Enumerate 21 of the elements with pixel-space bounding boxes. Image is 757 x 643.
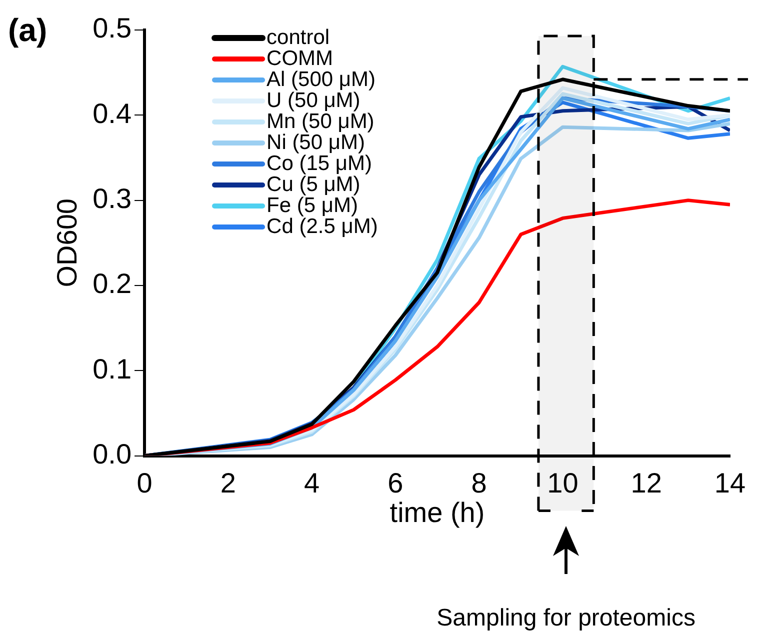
legend-label: COMM	[266, 46, 334, 70]
x-tick-label: 6	[388, 467, 404, 498]
x-axis-title: time (h)	[390, 496, 485, 528]
y-axis-title: OD600	[52, 198, 83, 288]
legend-label: control	[266, 26, 330, 49]
x-tick-label: 12	[630, 467, 662, 498]
x-tick-label: 2	[220, 467, 236, 498]
y-tick-label: 0.4	[92, 98, 132, 129]
text: Sampling for proteomics	[436, 604, 696, 632]
y-tick-label: 0.3	[92, 183, 132, 214]
y-tick-label: 0.5	[92, 12, 132, 44]
y-tick-label: 0.0	[92, 438, 132, 470]
x-tick-label: 4	[304, 467, 320, 498]
x-tick-label: 0	[136, 467, 152, 498]
legend-label: Al (500 μM)	[266, 68, 376, 91]
text: (a)	[8, 12, 48, 48]
x-tick-label: 8	[471, 467, 487, 498]
x-tick-label: 14	[714, 467, 746, 498]
x-tick-label: 10	[547, 467, 578, 498]
y-tick-label: 0.2	[92, 268, 132, 300]
y-tick-label: 0.1	[92, 353, 132, 384]
